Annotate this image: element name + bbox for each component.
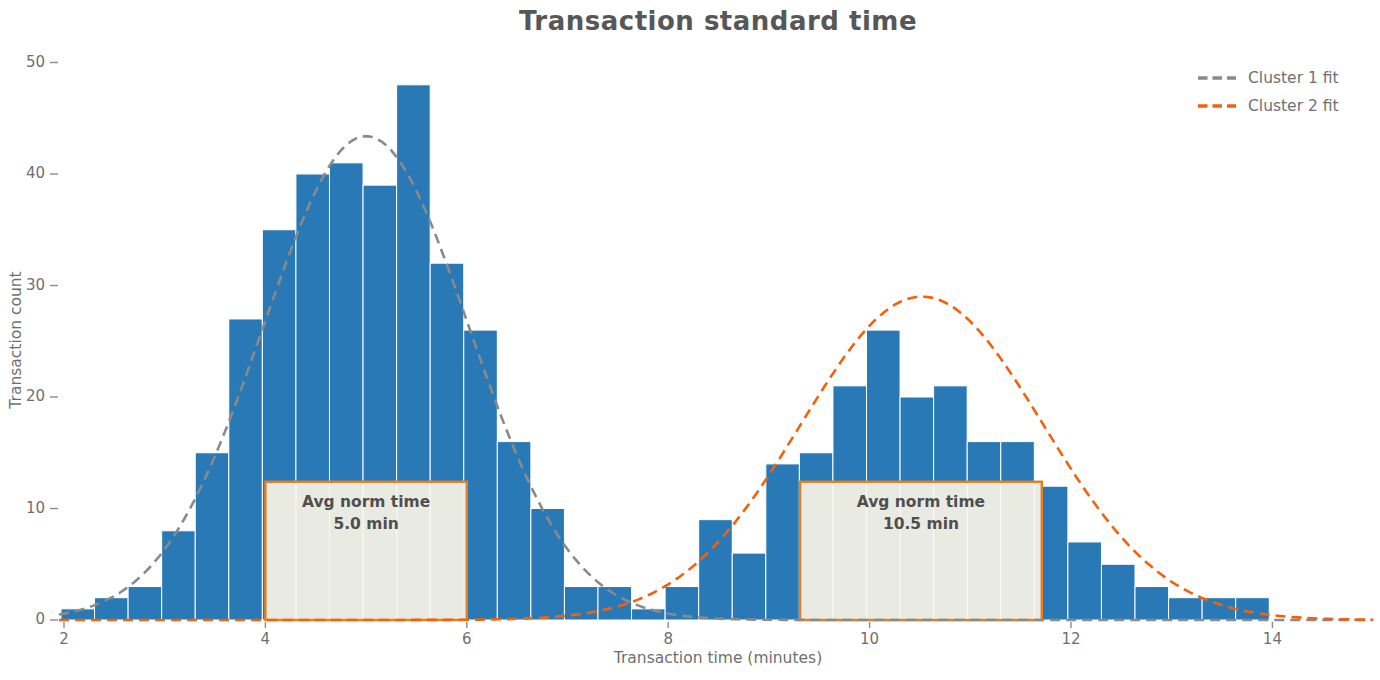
annotation-line2: 10.5 min [821, 513, 1021, 535]
histogram-bar [464, 330, 498, 620]
dashed-line-swatch-icon [1197, 74, 1237, 82]
y-tick-label: 0 [15, 610, 45, 628]
y-tick-label: 40 [15, 164, 45, 182]
histogram-bar [1068, 542, 1102, 620]
histogram-bar [95, 598, 129, 620]
annotation-line2: 5.0 min [266, 513, 466, 535]
histogram-bar [229, 319, 263, 620]
legend-label: Cluster 1 fit [1248, 69, 1339, 87]
histogram-bar [564, 587, 598, 620]
chart-title: Transaction standard time [56, 6, 1380, 36]
x-axis-label: Transaction time (minutes) [56, 649, 1380, 667]
x-tick-label: 10 [848, 630, 892, 648]
legend-label: Cluster 2 fit [1248, 97, 1339, 115]
dashed-line-swatch-icon [1197, 102, 1237, 110]
y-tick-label: 10 [15, 499, 45, 517]
histogram-bar [732, 553, 766, 620]
histogram-bar [632, 609, 666, 620]
histogram-bar [1101, 564, 1135, 620]
y-tick-label: 50 [15, 53, 45, 71]
annotation-avg-norm-time-1: Avg norm time 5.0 min [266, 491, 466, 535]
annotation-line1: Avg norm time [821, 491, 1021, 513]
legend-item-cluster2: Cluster 2 fit [1197, 92, 1339, 120]
annotation-line1: Avg norm time [266, 491, 466, 513]
histogram-bar [1236, 598, 1270, 620]
histogram-bar [128, 587, 162, 620]
histogram-bar [195, 453, 229, 620]
histogram-bar [531, 509, 565, 621]
x-tick-label: 6 [445, 630, 489, 648]
histogram-plot-canvas [0, 0, 1380, 680]
x-tick-label: 4 [243, 630, 287, 648]
histogram-bar [1135, 587, 1169, 620]
annotation-avg-norm-time-2: Avg norm time 10.5 min [821, 491, 1021, 535]
y-axis-label: Transaction count [7, 271, 25, 408]
histogram-figure: Transaction standard time 01020304050 24… [0, 0, 1380, 680]
legend-item-cluster1: Cluster 1 fit [1197, 64, 1339, 92]
histogram-bar [699, 520, 733, 620]
histogram-bar [766, 464, 800, 620]
histogram-bar [497, 442, 531, 620]
x-tick-label: 14 [1250, 630, 1294, 648]
x-tick-label: 2 [42, 630, 86, 648]
histogram-bar [1169, 598, 1203, 620]
x-tick-label: 12 [1049, 630, 1093, 648]
x-tick-label: 8 [646, 630, 690, 648]
legend: Cluster 1 fit Cluster 2 fit [1197, 64, 1339, 120]
